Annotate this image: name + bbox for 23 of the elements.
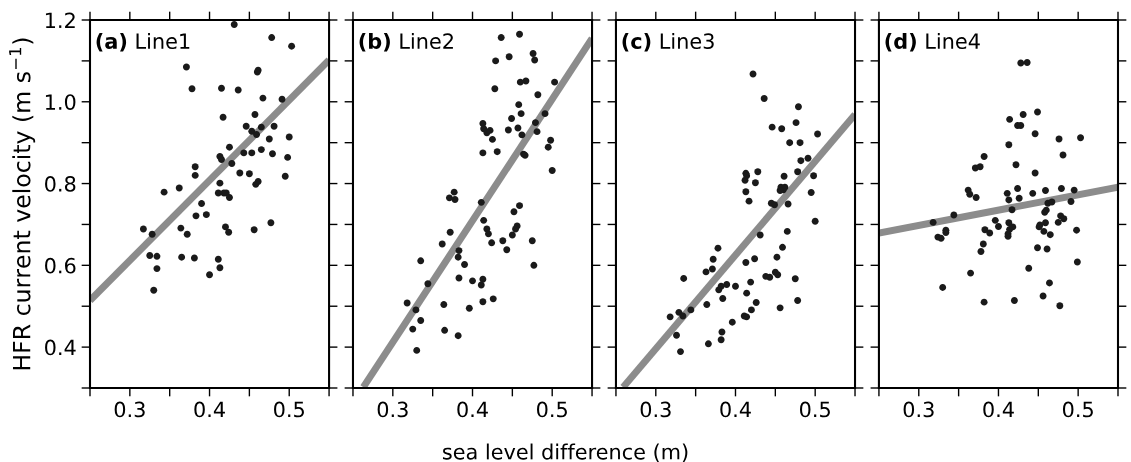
x-tick-label: 0.5 [1062, 401, 1093, 418]
text: (d) Line4 [885, 32, 980, 52]
x-tick-label: 0.3 [903, 401, 934, 418]
text: (b) Line2 [359, 32, 453, 52]
x-tick-label: 0.3 [640, 401, 671, 418]
x-tick-label: 0.3 [114, 401, 145, 418]
y-tick-label: 0.4 [45, 339, 76, 356]
y-axis-title: HFR current velocity (m s$^{−1}$) [9, 38, 36, 370]
x-tick-label: 0.5 [274, 401, 304, 418]
x-tick-label: 0.4 [457, 401, 488, 418]
y-tick-label: 0.8 [45, 176, 76, 192]
x-tick-label: 0.4 [983, 401, 1014, 418]
x-tick-label: 0.4 [194, 401, 225, 418]
x-tick-label: 0.4 [720, 401, 751, 418]
text: (a) Line1 [96, 32, 190, 52]
x-tick-label: 0.5 [799, 401, 830, 418]
y-tick-label: 1.2 [45, 12, 75, 28]
y-tick-label: 0.6 [45, 257, 76, 274]
text: (c) Line3 [622, 32, 714, 52]
y-tick-label: 1.0 [45, 94, 76, 110]
x-tick-label: 0.5 [537, 401, 567, 418]
x-axis-title: sea level difference (m) [442, 443, 688, 462]
x-tick-label: 0.3 [377, 401, 408, 418]
